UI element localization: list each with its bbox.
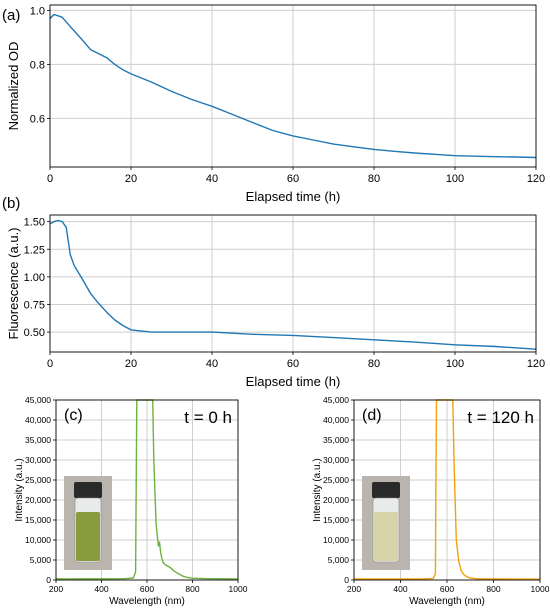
panel-b-ytick-label: 0.75 <box>24 299 45 311</box>
panel-c-xtick-label: 200 <box>49 584 63 594</box>
panel-c-ytick-label: 25,000 <box>25 475 51 485</box>
panel-d-annotation: t = 120 h <box>467 408 534 427</box>
panel-c-ytick-label: 10,000 <box>25 535 51 545</box>
panel-d-ytick-label: 10,000 <box>323 535 349 545</box>
panel-c-x-axis-title: Wavelength (nm) <box>109 596 185 607</box>
panel-a-y-axis-title: Normalized OD <box>6 42 21 131</box>
panel-b-label: (b) <box>2 195 20 212</box>
panel-b-series-line <box>49 219 537 350</box>
panel-b-ytick-label: 1.00 <box>24 272 45 284</box>
panel-d-ytick-label: 30,000 <box>323 455 349 465</box>
panel-c-ytick-label: 35,000 <box>25 435 51 445</box>
panel-b-xtick-label: 20 <box>125 358 137 370</box>
panel-b-xtick-label: 40 <box>206 358 218 370</box>
panel-b-ytick-label: 1.25 <box>24 244 45 256</box>
panel-a-frame <box>49 4 537 168</box>
panel-c-group: 200 400 600 800 1000 0 5,000 10,000 15,000 20,000… <box>14 395 248 607</box>
panel-b-xtick-label: 0 <box>47 358 53 370</box>
panel-c-ytick-label: 20,000 <box>25 495 51 505</box>
panel-b-group: 0 20 40 60 80 100 120 0.50 0.75 1.00 1.25 1.50 Elaps… <box>2 195 545 389</box>
panel-b-ytick-label: 1.50 <box>24 217 45 229</box>
panel-d-ytick-label: 40,000 <box>323 415 349 425</box>
panel-d-vial-cap <box>372 482 400 498</box>
panel-a-label: (a) <box>2 7 20 24</box>
panel-d-ytick-label: 0 <box>344 575 349 585</box>
panel-d-ytick-label: 35,000 <box>323 435 349 445</box>
panel-d-xtick-label: 200 <box>347 584 361 594</box>
panel-c-ytick-label: 5,000 <box>30 555 52 565</box>
panel-d-ytick-label: 20,000 <box>323 495 349 505</box>
panel-b-xtick-label: 60 <box>287 358 299 370</box>
panel-c-xtick-label: 600 <box>140 584 154 594</box>
panel-a-xtick-label: 100 <box>446 173 464 185</box>
panel-c-label: (c) <box>64 407 83 424</box>
panel-a-xtick-label: 20 <box>125 173 137 185</box>
panel-a-xtick-label: 120 <box>527 173 545 185</box>
panel-d-vial-liquid <box>374 512 398 561</box>
panel-b-xtick-label: 120 <box>527 358 545 370</box>
panel-b-xtick-label: 80 <box>368 358 380 370</box>
panel-c-xtick-label: 1000 <box>229 584 248 594</box>
panel-a-ytick-label: 0.6 <box>30 113 45 125</box>
panel-c-ytick-label: 45,000 <box>25 395 51 405</box>
panel-d-xtick-label: 800 <box>486 584 500 594</box>
panel-a-series-line <box>49 13 537 159</box>
panel-c-series-line <box>55 399 239 580</box>
panel-c-vial-liquid <box>76 512 100 561</box>
panel-b-y-axis-title: Fluorescence (a.u.) <box>6 228 21 340</box>
panel-d-y-axis-title: Intensity (a.u.) <box>312 458 323 521</box>
panel-d-group: 200 400 600 800 1000 0 5,000 10,000 15,000 20,000… <box>312 395 550 607</box>
panel-c-ytick-label: 30,000 <box>25 455 51 465</box>
panel-d-xtick-label: 400 <box>393 584 407 594</box>
panel-b-x-axis-title: Elapsed time (h) <box>246 374 341 389</box>
panel-a-ytick-label: 1.0 <box>30 5 45 17</box>
panel-a-xtick-label: 80 <box>368 173 380 185</box>
panel-a-group: 0 20 40 60 80 100 120 0.6 0.8 1.0 Elapsed time (h)… <box>2 4 545 204</box>
panel-d-ytick-label: 5,000 <box>328 555 350 565</box>
panel-a-xtick-label: 0 <box>47 173 53 185</box>
panel-b-frame <box>49 214 537 353</box>
panel-c-inset-vial <box>64 476 112 570</box>
panel-c-xtick-label: 400 <box>94 584 108 594</box>
panel-d-inset-vial <box>362 476 410 570</box>
panel-c-xtick-label: 800 <box>185 584 199 594</box>
panel-a-x-axis-title: Elapsed time (h) <box>246 189 341 204</box>
panel-c-vial-cap <box>74 482 102 498</box>
panel-d-xtick-label: 1000 <box>531 584 550 594</box>
panel-d-x-axis-title: Wavelength (nm) <box>409 596 485 607</box>
panel-c-ytick-label: 15,000 <box>25 515 51 525</box>
panel-a-xtick-label: 40 <box>206 173 218 185</box>
panel-c-annotation: t = 0 h <box>184 408 232 427</box>
panel-d-frame <box>353 399 541 581</box>
panel-d-label: (d) <box>362 407 382 424</box>
panel-c-ytick-label: 0 <box>46 575 51 585</box>
panel-c-ytick-label: 40,000 <box>25 415 51 425</box>
panel-d-ytick-label: 25,000 <box>323 475 349 485</box>
panel-a-ytick-label: 0.8 <box>30 59 45 71</box>
panel-d-ytick-label: 15,000 <box>323 515 349 525</box>
panel-a-xtick-label: 60 <box>287 173 299 185</box>
panel-d-ytick-label: 45,000 <box>323 395 349 405</box>
panel-c-frame <box>55 399 239 581</box>
panel-d-xtick-label: 600 <box>440 584 454 594</box>
panel-b-ytick-label: 0.50 <box>24 327 45 339</box>
panel-c-y-axis-title: Intensity (a.u.) <box>14 458 25 521</box>
panel-d-series-line <box>354 399 541 580</box>
panel-b-xtick-label: 100 <box>446 358 464 370</box>
